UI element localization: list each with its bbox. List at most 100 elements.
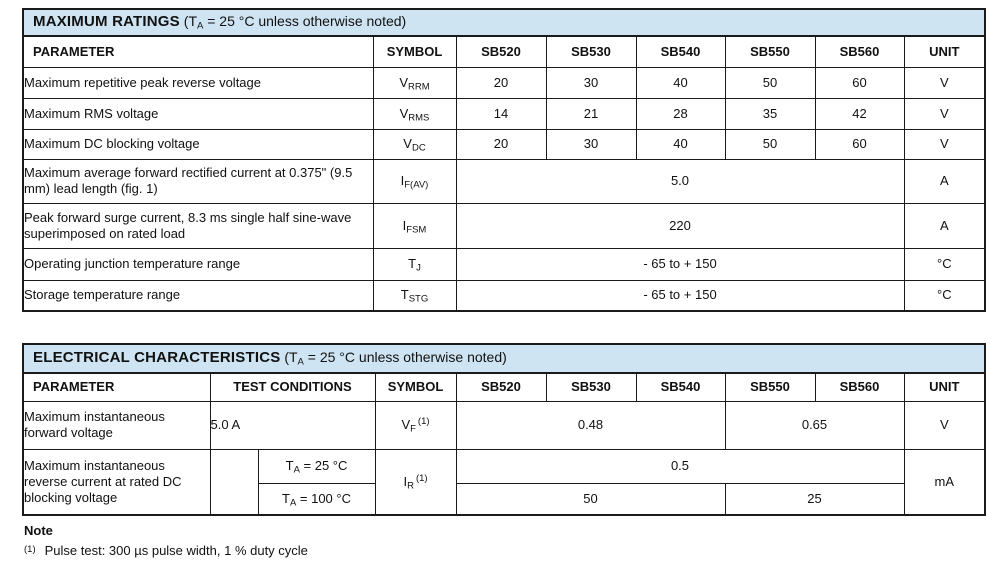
column-header-sb520: SB520	[455, 35, 547, 68]
symbol-cell: VRRM	[372, 66, 457, 99]
condition-post: = 100 °C	[296, 490, 351, 506]
column-header-sb530: SB530	[545, 372, 637, 402]
column-header-sb550: SB550	[724, 372, 816, 402]
parameter-cell: Operating junction temperature range	[22, 247, 374, 281]
note-text-line: (1) Pulse test: 300 µs pulse width, 1 % d…	[24, 543, 308, 558]
title-tail-post: = 25 °C unless otherwise noted)	[303, 349, 507, 366]
electrical-characteristics-table: ELECTRICAL CHARACTERISTICS (TA = 25 °C u…	[22, 343, 987, 516]
title-tail-pre: (T	[280, 349, 298, 366]
symbol-cell: VF(1)	[374, 400, 457, 450]
unit-cell: mA	[903, 448, 986, 516]
column-header-parameter: PARAMETER	[22, 372, 211, 402]
table-row-vrrm: Maximum repetitive peak reverse voltage …	[22, 66, 986, 99]
merged-value-cell: - 65 to + 150	[455, 247, 905, 281]
test-condition-cell: 5.0 A	[209, 400, 376, 450]
column-header-sb550: SB550	[724, 35, 816, 68]
merged-value-cell: - 65 to + 150	[455, 279, 905, 312]
note-section: Note (1) Pulse test: 300 µs pulse width, …	[24, 523, 308, 558]
column-header-unit: UNIT	[903, 372, 986, 402]
symbol-main: I	[403, 473, 408, 489]
table-row-tj: Operating junction temperature range TJ …	[22, 247, 986, 281]
max-ratings-title-row: MAXIMUM RATINGS (TA = 25 °C unless other…	[22, 8, 986, 37]
merged-value-cell-100c-sb550-sb560: 25	[724, 482, 905, 516]
value-cell: 21	[545, 97, 637, 130]
symbol-main: T	[408, 256, 417, 272]
table-title-bold: MAXIMUM RATINGS	[33, 13, 180, 31]
value-cell: 35	[724, 97, 816, 130]
symbol-subscript: RMS	[408, 112, 430, 124]
test-condition-cell-100c: TA = 100 °C	[257, 482, 376, 516]
table-title-tail: (TA = 25 °C unless otherwise noted)	[179, 13, 407, 32]
unit-cell: V	[903, 66, 986, 99]
unit-cell: V	[903, 97, 986, 130]
symbol-subscript: F(AV)	[404, 179, 429, 191]
value-cell: 14	[455, 97, 547, 130]
note-marker: (1)	[24, 543, 36, 555]
title-tail-pre: (T	[179, 13, 197, 30]
symbol-note-marker: (1)	[415, 473, 428, 485]
empty-cell	[209, 448, 259, 516]
symbol-cell: IFSM	[372, 202, 457, 249]
merged-value-cell-25c: 0.5	[455, 448, 905, 484]
symbol-main: V	[399, 74, 409, 90]
parameter-cell: Peak forward surge current, 8.3 ms singl…	[22, 202, 374, 249]
merged-value-cell-100c-sb520-sb540: 50	[455, 482, 726, 516]
parameter-cell: Maximum instantaneous reverse current at…	[22, 448, 211, 516]
unit-cell: °C	[903, 247, 986, 281]
column-header-sb560: SB560	[814, 35, 905, 68]
column-header-sb530: SB530	[545, 35, 637, 68]
symbol-cell: TSTG	[372, 279, 457, 312]
table-title: MAXIMUM RATINGS (TA = 25 °C unless other…	[22, 8, 986, 37]
column-header-sb540: SB540	[635, 372, 726, 402]
symbol-subscript: RRM	[408, 81, 430, 93]
condition-subscript: A	[289, 497, 297, 509]
table-row-vrms: Maximum RMS voltage VRMS 14 21 28 35 42 …	[22, 97, 986, 130]
unit-cell: V	[903, 400, 986, 450]
merged-value-cell-sb550-sb560: 0.65	[724, 400, 905, 450]
unit-cell: °C	[903, 279, 986, 312]
table-title-bold: ELECTRICAL CHARACTERISTICS	[33, 349, 281, 367]
header-row: PARAMETER SYMBOL SB520 SB530 SB540 SB550…	[22, 35, 986, 68]
column-header-unit: UNIT	[903, 35, 986, 68]
symbol-main: I	[402, 217, 407, 233]
table-row-ifav: Maximum average forward rectified curren…	[22, 158, 986, 204]
title-tail-post: = 25 °C unless otherwise noted)	[203, 13, 407, 30]
note-heading: Note	[24, 523, 53, 538]
electrical-title-row: ELECTRICAL CHARACTERISTICS (TA = 25 °C u…	[22, 343, 986, 374]
unit-cell: A	[903, 202, 986, 249]
condition-pre: T	[281, 490, 290, 506]
symbol-main: V	[403, 136, 412, 152]
merged-value-cell-sb520-sb540: 0.48	[455, 400, 726, 450]
symbol-subscript: F	[410, 423, 416, 435]
condition-subscript: A	[293, 464, 300, 476]
value-cell: 20	[455, 66, 547, 99]
value-cell: 42	[814, 97, 905, 130]
parameter-cell: Maximum DC blocking voltage	[22, 128, 374, 160]
parameter-cell: Maximum average forward rectified curren…	[22, 158, 374, 204]
column-header-parameter: PARAMETER	[22, 35, 374, 68]
symbol-main: T	[400, 287, 409, 303]
column-header-sb560: SB560	[814, 372, 905, 402]
table-title: ELECTRICAL CHARACTERISTICS (TA = 25 °C u…	[22, 343, 986, 374]
table-row-ir-100c: TA = 100 °C 50 25	[23, 482, 985, 516]
unit-cell: V	[903, 128, 986, 160]
value-cell: 60	[814, 128, 905, 160]
column-header-sb540: SB540	[635, 35, 726, 68]
table-row-tstg: Storage temperature range TSTG - 65 to +…	[22, 279, 986, 312]
table-row-vf: Maximum instantaneous forward voltage 5.…	[22, 400, 986, 450]
value-cell: 50	[724, 66, 816, 99]
value-cell: 50	[724, 128, 816, 160]
merged-value-cell: 220	[455, 202, 905, 249]
title-tail-subscript: A	[197, 21, 204, 32]
symbol-cell: VRMS	[372, 97, 457, 130]
parameter-cell: Maximum repetitive peak reverse voltage	[22, 66, 374, 99]
title-tail-subscript: A	[297, 357, 304, 368]
symbol-subscript: DC	[411, 142, 426, 154]
column-header-test-conditions: TEST CONDITIONS	[209, 372, 376, 402]
parameter-cell: Storage temperature range	[22, 279, 374, 312]
condition-post: = 25 °C	[299, 458, 348, 474]
symbol-cell: IR(1)	[374, 448, 457, 516]
symbol-subscript: R	[407, 480, 414, 492]
symbol-subscript: FSM	[406, 224, 427, 236]
unit-cell: A	[903, 158, 986, 204]
